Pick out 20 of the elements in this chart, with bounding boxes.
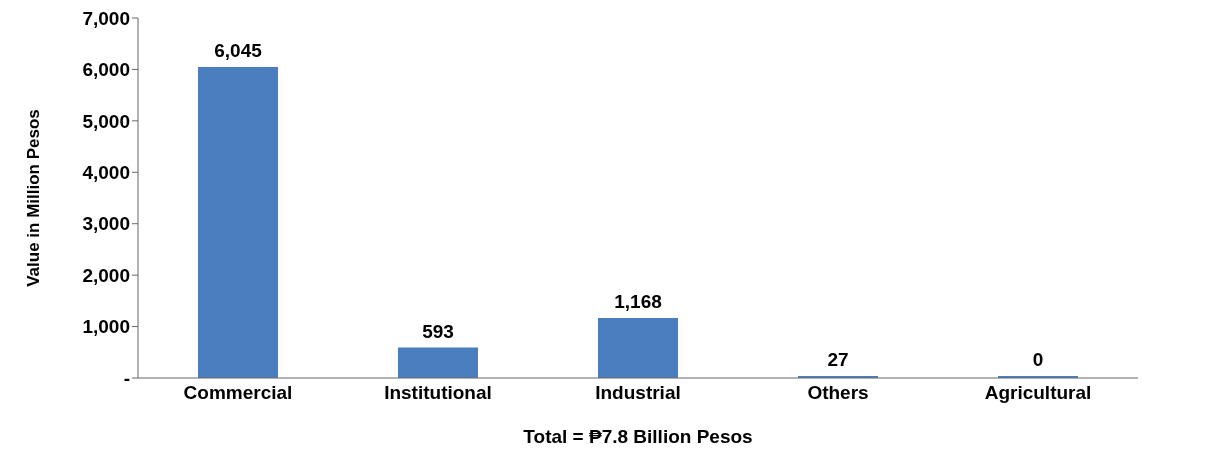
x-tick-label: Agricultural (984, 382, 1092, 404)
x-tick-label: Commercial (183, 382, 293, 404)
y-tick-label: 7,000 (82, 7, 130, 29)
x-axis-title: Total = ₱7.8 Billion Pesos (523, 426, 753, 447)
y-tick-label: 4,000 (82, 162, 130, 184)
x-tick-label: Industrial (595, 382, 681, 404)
y-tick-label: 1,000 (82, 316, 130, 338)
y-tick-label: 3,000 (82, 213, 130, 235)
x-tick-label: Institutional (384, 382, 492, 404)
x-tick-label: Others (807, 382, 869, 404)
y-tick-label: - (123, 367, 130, 389)
y-tick-label: 5,000 (82, 110, 130, 132)
y-tick-label: 6,000 (82, 59, 130, 81)
data-label: 6,045 (214, 40, 263, 62)
data-label: 1,168 (614, 290, 662, 312)
data-label: 27 (827, 349, 849, 370)
y-tick-label: 2,000 (82, 264, 130, 286)
data-label: 0 (1032, 349, 1044, 370)
y-axis-title: Value in Million Pesos (24, 109, 44, 287)
data-label: 593 (422, 320, 454, 342)
